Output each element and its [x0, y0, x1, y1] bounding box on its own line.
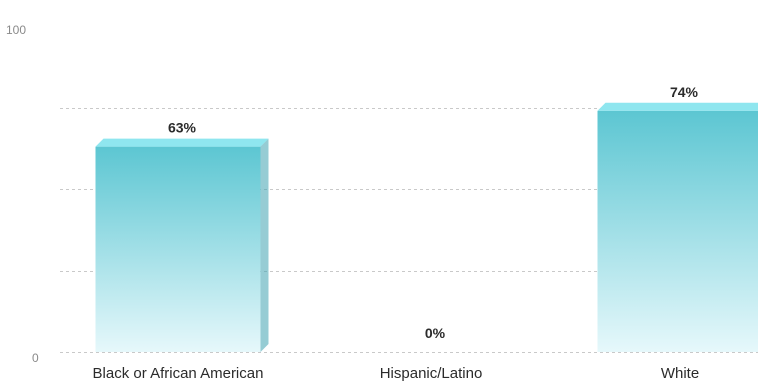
category-label-1: Hispanic/Latino: [380, 365, 483, 382]
bar-2: [597, 110, 758, 352]
bar-cap-0: [95, 138, 269, 147]
data-label-2: 74%: [670, 84, 699, 100]
category-label-2: White: [661, 365, 699, 382]
bar-cap-2: [597, 102, 758, 111]
data-label-1: 0%: [425, 325, 446, 341]
labels: 63% Black or African American 0% Hispanic/L…: [93, 84, 700, 382]
category-label-0: Black or African American: [93, 365, 264, 382]
y-tick-max: 100: [6, 23, 26, 37]
bar-side-0: [260, 138, 269, 352]
bar-0: [95, 146, 261, 352]
data-label-0: 63%: [168, 120, 197, 136]
bars: [95, 102, 758, 352]
y-axis: 100 0: [6, 23, 39, 365]
y-tick-min: 0: [32, 351, 39, 365]
